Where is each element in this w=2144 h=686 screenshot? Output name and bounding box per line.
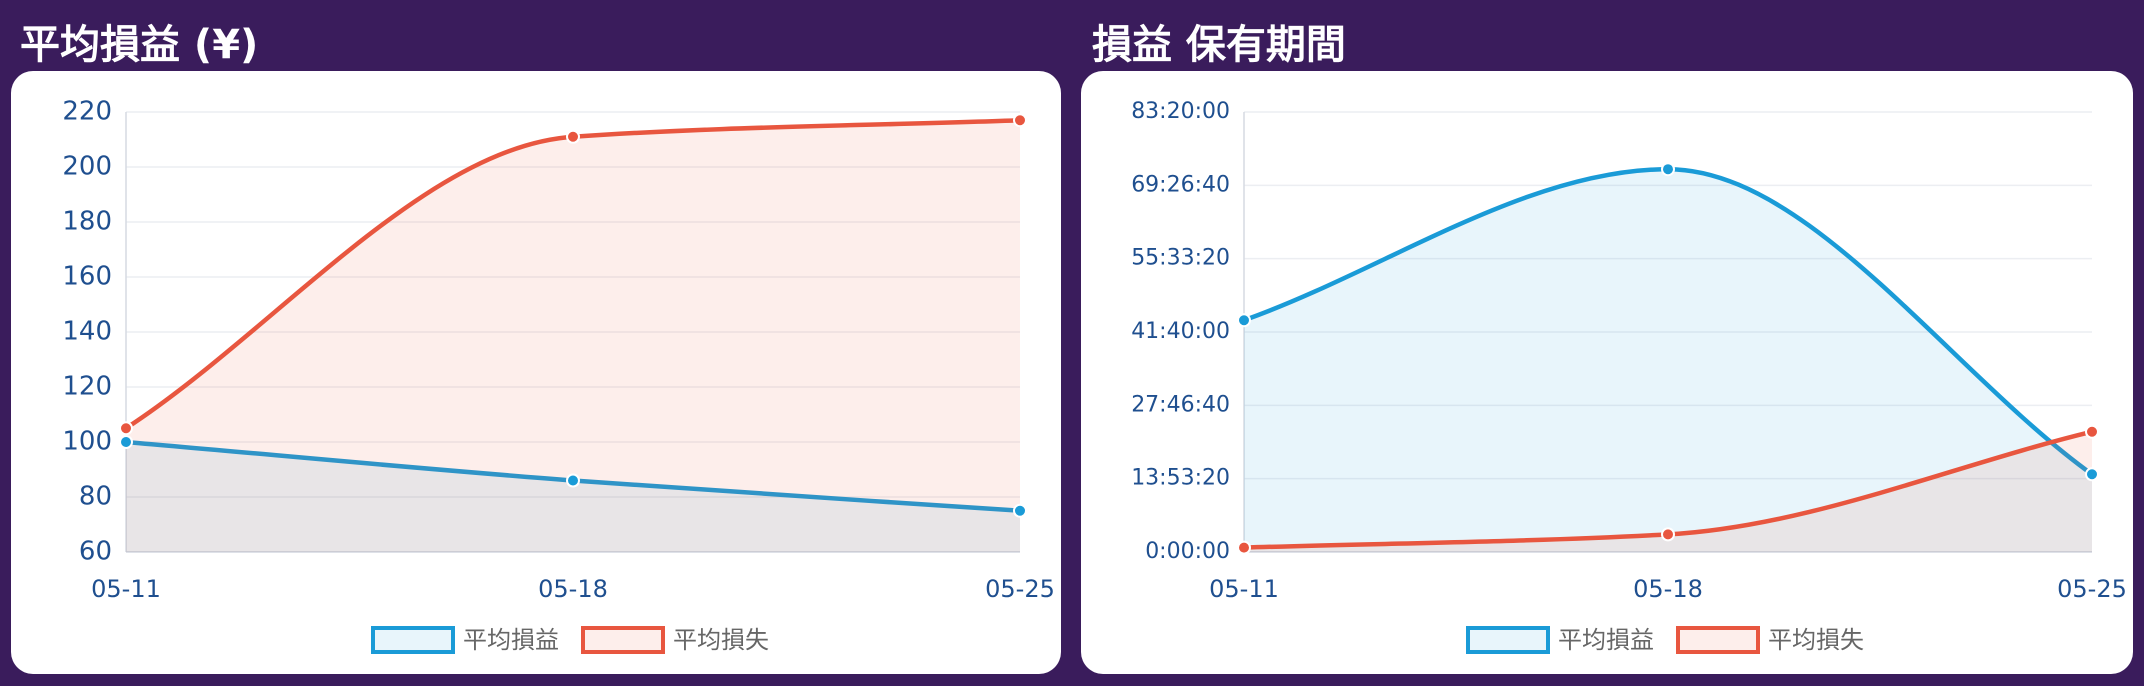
y-tick-label: 55:33:20 [1131,246,1230,271]
legend-swatch [371,626,455,654]
legend-label: 平均損益 [463,626,559,654]
y-tick-label: 83:20:00 [1131,99,1230,124]
y-tick-label: 200 [62,152,112,182]
legend-label: 平均損失 [673,626,769,654]
series-area [1244,169,2092,552]
x-tick-label: 05-18 [538,575,608,603]
legend-label: 平均損益 [1558,626,1654,654]
y-tick-label: 140 [62,317,112,347]
data-point [1013,503,1027,518]
y-tick-label: 69:26:40 [1131,172,1230,197]
data-point [2085,424,2099,439]
y-tick-label: 41:40:00 [1131,319,1230,344]
x-tick-label: 05-25 [2057,575,2127,603]
data-point [1013,113,1027,128]
panel [1081,71,2133,674]
panel-title: 平均損益 (¥) [20,22,258,68]
data-point [566,473,580,488]
series-area [1244,431,2092,552]
panel-title: 損益 保有期間 [1092,22,1346,68]
data-point [1237,313,1251,328]
legend-swatch [581,626,665,654]
data-point [2085,467,2099,482]
y-tick-label: 27:46:40 [1131,392,1230,417]
y-tick-label: 120 [62,372,112,402]
data-point [119,421,133,436]
series-area [126,442,1020,552]
y-tick-label: 220 [62,97,112,127]
y-tick-label: 60 [79,537,112,567]
x-tick-label: 05-11 [91,575,161,603]
legend-swatch [1466,626,1550,654]
data-point [1661,162,1675,177]
x-tick-label: 05-18 [1633,575,1703,603]
x-tick-label: 05-11 [1209,575,1279,603]
legend-label: 平均損失 [1768,626,1864,654]
y-tick-label: 180 [62,207,112,237]
y-tick-label: 160 [62,262,112,292]
y-tick-label: 13:53:20 [1131,466,1230,491]
y-tick-label: 80 [79,482,112,512]
series-area [126,120,1020,552]
data-point [1661,527,1675,542]
legend-swatch [1676,626,1760,654]
y-tick-label: 100 [62,427,112,457]
data-point [119,435,133,449]
data-point [1237,540,1251,555]
x-tick-label: 05-25 [985,575,1055,603]
y-tick-label: 0:00:00 [1145,539,1230,564]
data-point [566,129,580,144]
